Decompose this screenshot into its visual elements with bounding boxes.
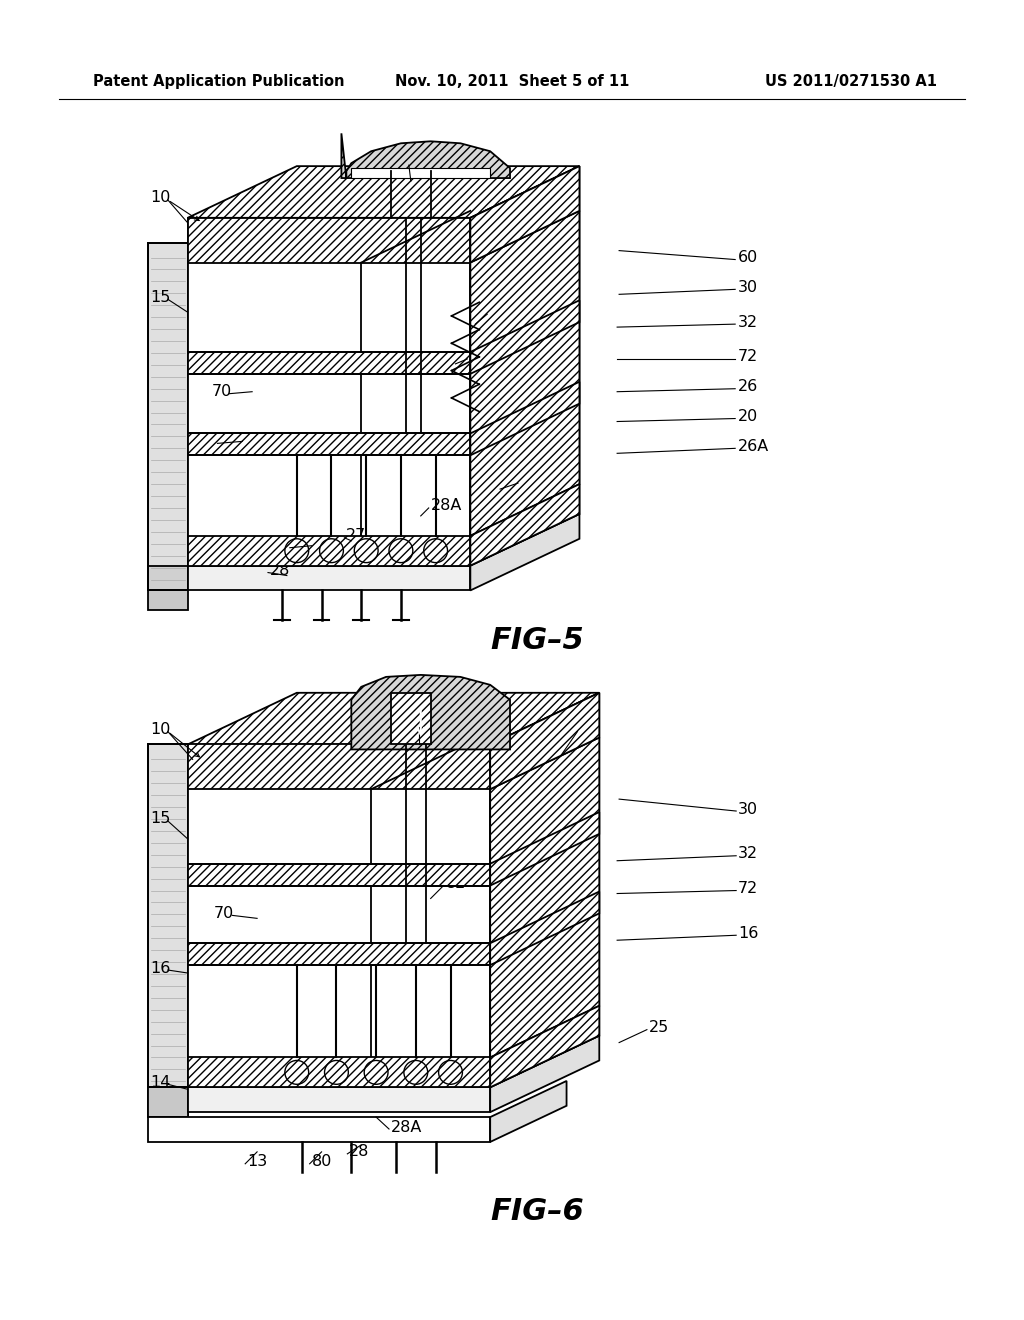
Polygon shape bbox=[470, 484, 580, 565]
Polygon shape bbox=[187, 944, 490, 965]
Polygon shape bbox=[148, 565, 187, 590]
Polygon shape bbox=[187, 565, 470, 590]
Polygon shape bbox=[187, 218, 470, 565]
Polygon shape bbox=[490, 1081, 566, 1142]
Polygon shape bbox=[187, 536, 470, 565]
Polygon shape bbox=[187, 863, 490, 886]
Polygon shape bbox=[490, 812, 599, 886]
Text: 16: 16 bbox=[151, 961, 171, 975]
Polygon shape bbox=[148, 1088, 187, 1117]
Text: 26: 26 bbox=[200, 434, 220, 449]
Polygon shape bbox=[351, 168, 490, 178]
Text: 30: 30 bbox=[738, 801, 758, 817]
Text: 30: 30 bbox=[738, 280, 758, 294]
Polygon shape bbox=[341, 133, 510, 178]
Text: Patent Application Publication: Patent Application Publication bbox=[93, 74, 345, 90]
Polygon shape bbox=[187, 218, 470, 263]
Polygon shape bbox=[148, 590, 187, 610]
Text: 15: 15 bbox=[151, 290, 171, 305]
Polygon shape bbox=[148, 744, 187, 1088]
Text: 26A: 26A bbox=[738, 438, 769, 454]
Polygon shape bbox=[391, 172, 431, 178]
Polygon shape bbox=[470, 300, 580, 374]
Text: 28A: 28A bbox=[391, 1119, 422, 1134]
Text: 26B: 26B bbox=[490, 305, 521, 319]
Text: 27: 27 bbox=[346, 528, 367, 544]
Polygon shape bbox=[490, 1036, 599, 1113]
Polygon shape bbox=[490, 891, 599, 965]
Text: 10: 10 bbox=[151, 190, 171, 206]
Text: 72: 72 bbox=[738, 350, 759, 364]
Text: 15: 15 bbox=[580, 722, 600, 737]
Polygon shape bbox=[148, 1088, 187, 1117]
Text: 14: 14 bbox=[151, 1074, 171, 1090]
Text: 40: 40 bbox=[400, 150, 421, 166]
Text: 28: 28 bbox=[270, 564, 291, 578]
Text: 72: 72 bbox=[738, 880, 759, 896]
Text: 28: 28 bbox=[349, 1144, 370, 1159]
Text: 25: 25 bbox=[520, 474, 541, 488]
Text: 26: 26 bbox=[738, 379, 759, 395]
Text: 16: 16 bbox=[738, 925, 759, 941]
Text: 32: 32 bbox=[738, 846, 758, 861]
Polygon shape bbox=[187, 433, 470, 455]
Text: 40: 40 bbox=[411, 711, 431, 727]
Text: FIG–5: FIG–5 bbox=[490, 626, 584, 655]
Text: 13: 13 bbox=[247, 1154, 267, 1170]
Polygon shape bbox=[490, 693, 599, 789]
Polygon shape bbox=[470, 166, 580, 263]
Polygon shape bbox=[490, 1006, 599, 1088]
Polygon shape bbox=[490, 738, 599, 1057]
Text: 60: 60 bbox=[738, 249, 759, 265]
Text: 25: 25 bbox=[649, 1020, 669, 1035]
Text: 82: 82 bbox=[470, 350, 490, 364]
Text: 70: 70 bbox=[214, 906, 234, 921]
Polygon shape bbox=[187, 166, 580, 218]
Text: 15: 15 bbox=[151, 812, 171, 826]
Polygon shape bbox=[470, 513, 580, 590]
Polygon shape bbox=[148, 243, 187, 590]
Polygon shape bbox=[187, 1088, 490, 1113]
Text: FIG–6: FIG–6 bbox=[490, 1197, 584, 1226]
Text: Nov. 10, 2011  Sheet 5 of 11: Nov. 10, 2011 Sheet 5 of 11 bbox=[395, 74, 629, 90]
Polygon shape bbox=[148, 1117, 490, 1142]
Text: 80: 80 bbox=[292, 539, 312, 553]
Polygon shape bbox=[490, 693, 599, 1088]
Polygon shape bbox=[187, 693, 599, 744]
Text: 10: 10 bbox=[151, 722, 171, 737]
Text: 32: 32 bbox=[738, 314, 758, 330]
Text: US 2011/0271530 A1: US 2011/0271530 A1 bbox=[765, 74, 937, 90]
Polygon shape bbox=[187, 352, 470, 374]
Polygon shape bbox=[470, 211, 580, 536]
Polygon shape bbox=[187, 744, 490, 1088]
Polygon shape bbox=[470, 166, 580, 565]
Polygon shape bbox=[187, 744, 490, 789]
Text: 70: 70 bbox=[212, 384, 232, 399]
Polygon shape bbox=[391, 693, 431, 744]
Text: 82: 82 bbox=[445, 876, 466, 891]
Polygon shape bbox=[470, 381, 580, 455]
Polygon shape bbox=[351, 675, 510, 750]
Text: 28A: 28A bbox=[431, 499, 462, 513]
Text: 80: 80 bbox=[311, 1154, 332, 1170]
Polygon shape bbox=[187, 1057, 490, 1088]
Text: 20: 20 bbox=[738, 409, 759, 424]
